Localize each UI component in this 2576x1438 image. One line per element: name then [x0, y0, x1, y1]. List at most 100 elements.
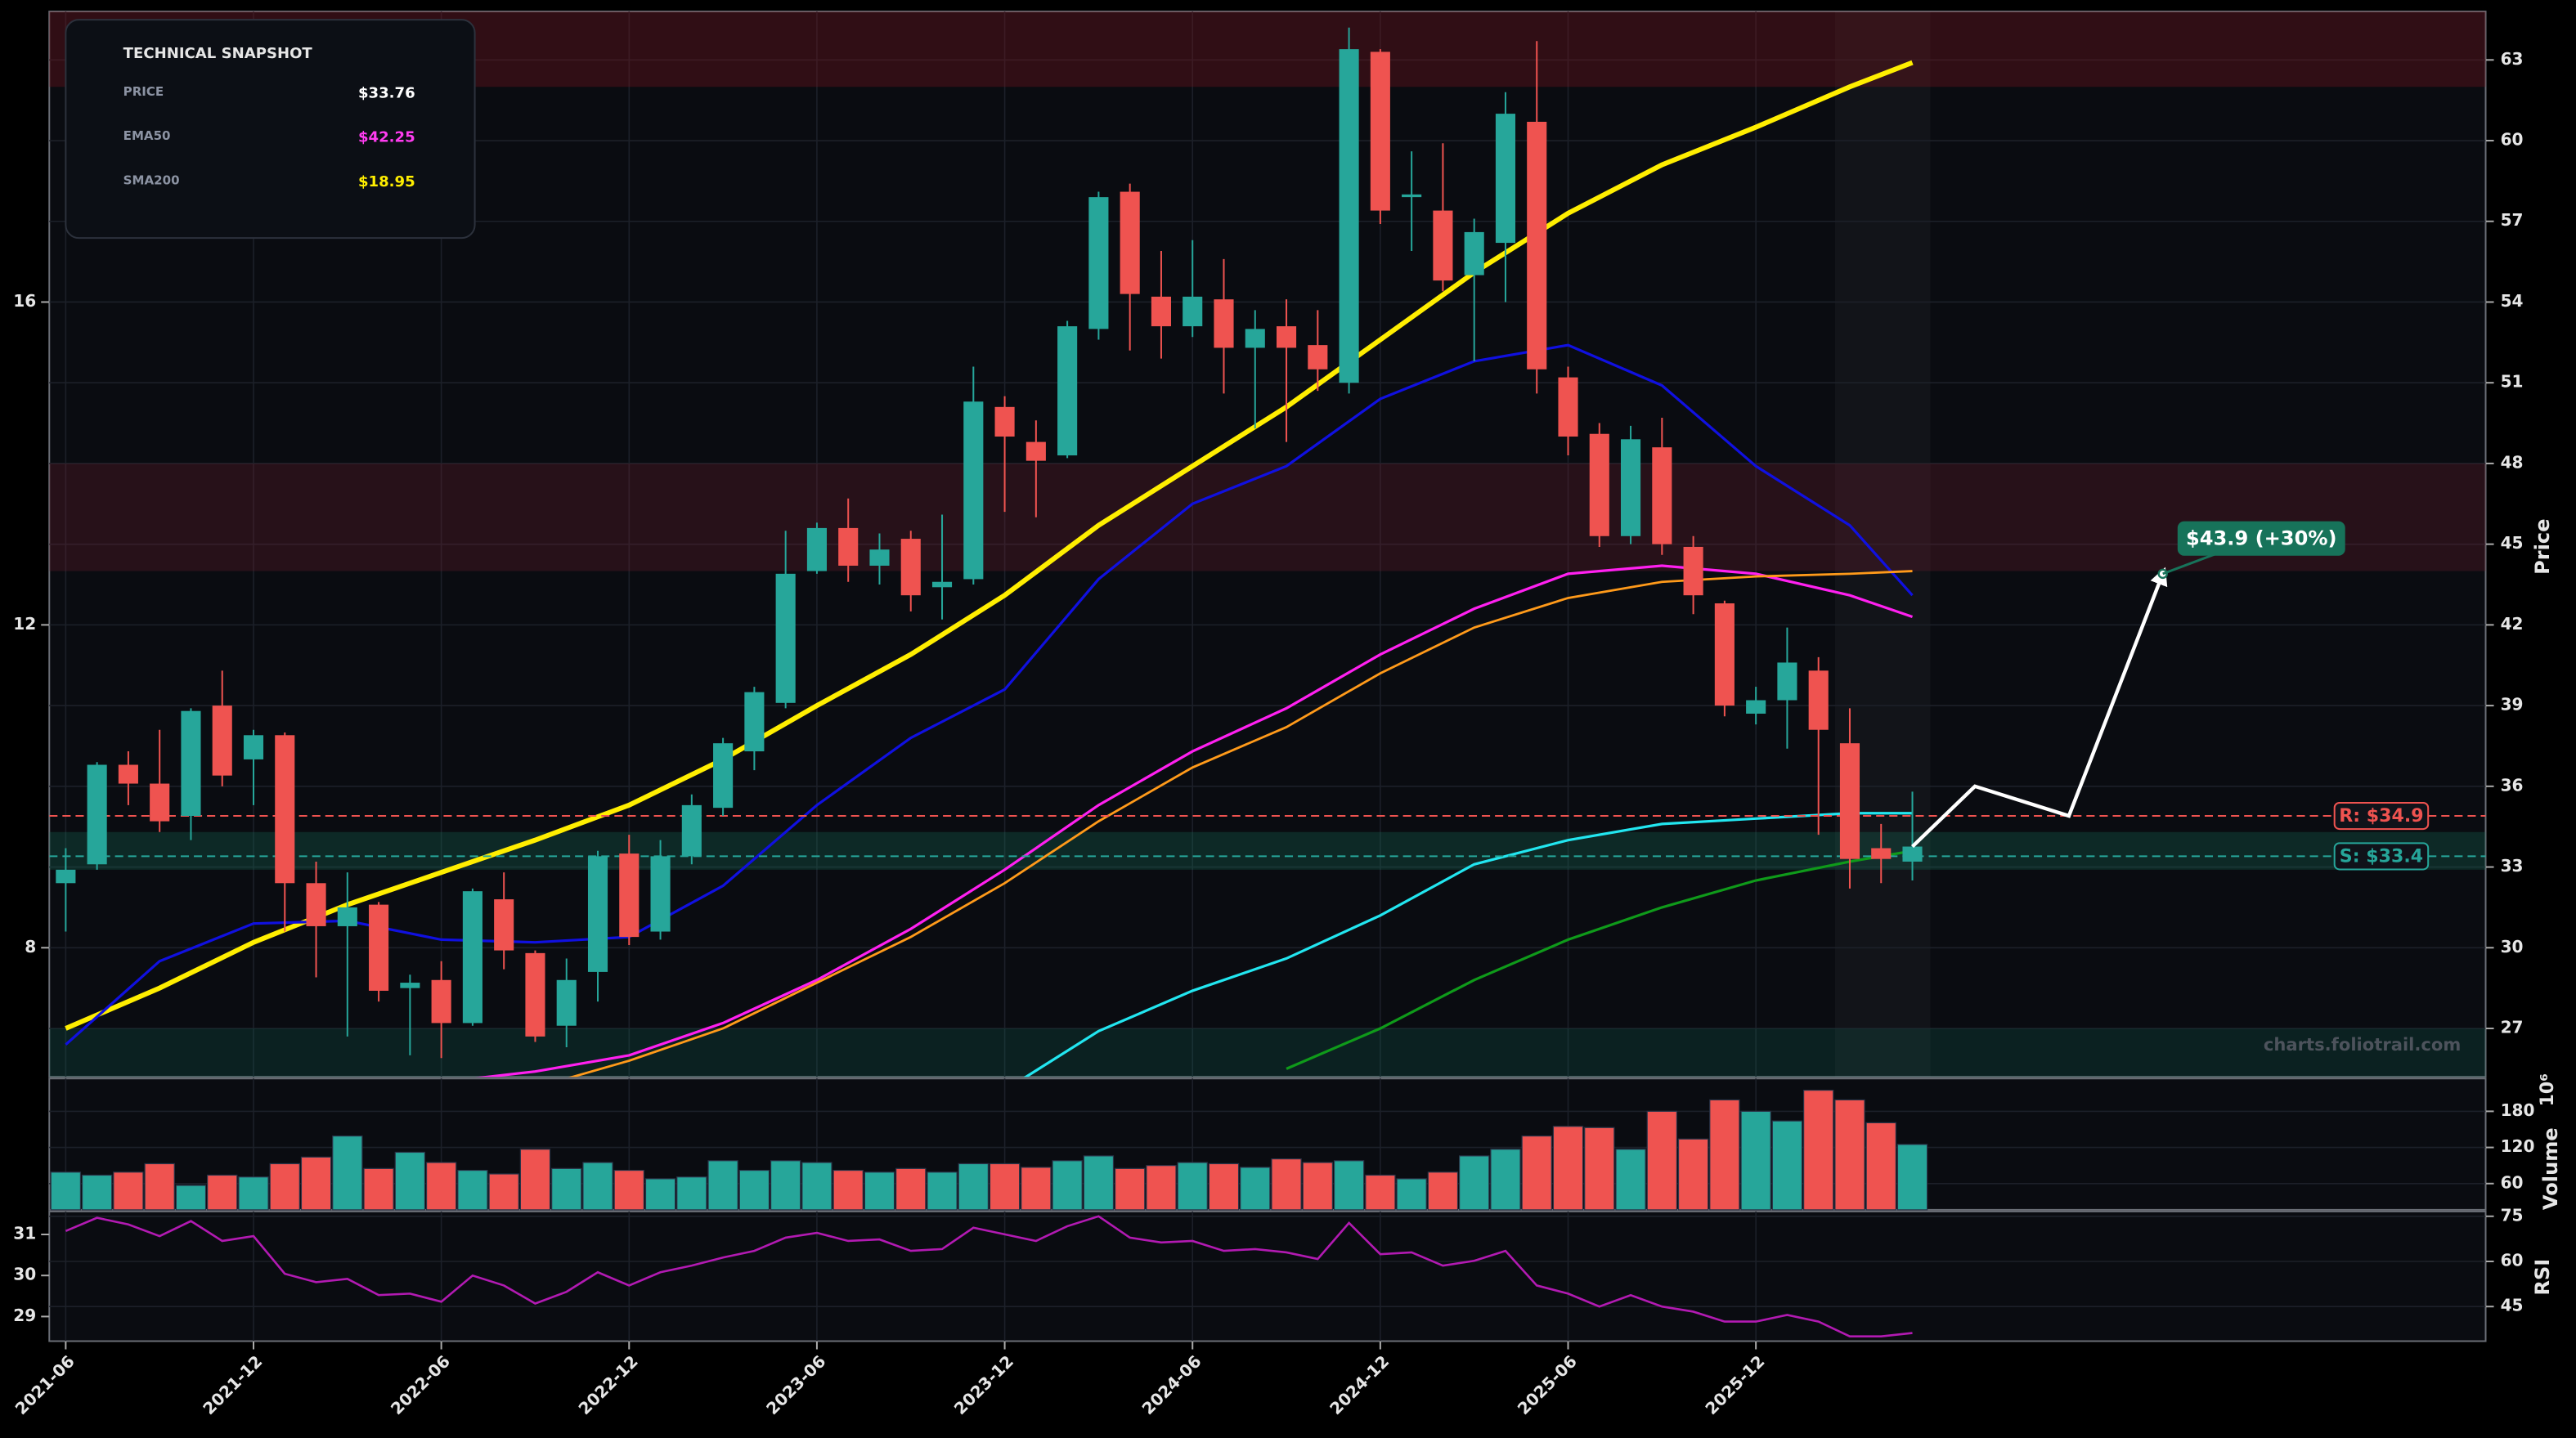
candle-body [1214, 299, 1234, 348]
volume-bar [644, 1178, 676, 1211]
candle-body [1025, 441, 1046, 461]
candle-body [1777, 662, 1797, 701]
candle-body [994, 406, 1015, 437]
level-label-box [2333, 801, 2430, 831]
moving-average-line [65, 60, 1914, 1031]
zone [49, 831, 2486, 870]
candle-body [1151, 296, 1172, 327]
volume-bar [1490, 1149, 1521, 1211]
y-tick-label: 45 [2501, 533, 2524, 553]
candle-body [1714, 603, 1735, 706]
volume-bar [1114, 1167, 1146, 1211]
volume-bar [676, 1176, 707, 1211]
y2-tick-label: 16 [13, 291, 36, 311]
y-tick-label: 75 [2501, 1205, 2524, 1225]
candle-body [650, 856, 671, 932]
volume-bar [770, 1160, 801, 1211]
level-label: R: $34.9 [2339, 805, 2423, 827]
candle-body [1683, 546, 1703, 596]
candle-body [1839, 743, 1860, 859]
volume-bar [1584, 1127, 1615, 1211]
volume-bar [457, 1169, 488, 1211]
snapshot-box: TECHNICAL SNAPSHOT PRICE $33.76 EMA50 $42.2… [65, 19, 476, 240]
volume-bar [113, 1171, 144, 1211]
volume-bar [1365, 1174, 1396, 1211]
volume-bar [1146, 1165, 1177, 1211]
volume-bar [1552, 1126, 1584, 1211]
y-tick-label: 42 [2501, 614, 2524, 634]
candle-body [713, 743, 734, 809]
candle-body [619, 853, 640, 938]
candle-body [1120, 191, 1140, 294]
volume-bar [1427, 1171, 1459, 1211]
candle-body [1276, 326, 1297, 348]
volume-bar [1521, 1135, 1552, 1211]
snapshot-title: TECHNICAL SNAPSHOT [123, 45, 313, 62]
volume-bar [394, 1151, 426, 1211]
snapshot-label: PRICE [123, 84, 164, 99]
volume-bar [81, 1174, 113, 1211]
volume-bar [707, 1160, 738, 1211]
target-point [2157, 568, 2168, 580]
candle-body [337, 907, 357, 926]
candle-body [1433, 210, 1453, 281]
candle-body [56, 869, 76, 884]
candle-body [243, 735, 264, 759]
volume-bar [613, 1169, 644, 1211]
y-tick-label: 120 [2501, 1136, 2535, 1156]
candle-body [775, 573, 796, 703]
y-axis-title: RSI [2531, 1259, 2554, 1296]
candle-body [1370, 52, 1390, 211]
candle-body [1589, 433, 1609, 536]
candle-body [1245, 329, 1265, 348]
candle-body [87, 764, 107, 865]
volume-bar [1771, 1120, 1803, 1211]
snapshot-value: $33.76 [358, 84, 415, 101]
volume-bar [1083, 1155, 1115, 1211]
y-tick-label: 30 [2501, 937, 2524, 956]
y2-tick-label: 30 [13, 1265, 36, 1284]
moving-average-line [1023, 812, 1913, 1077]
volume-bar [238, 1176, 269, 1211]
volume-bar [832, 1169, 864, 1211]
volume-bar [363, 1167, 394, 1211]
candle-body [400, 983, 420, 988]
candle-body [869, 549, 890, 566]
volume-bar [582, 1162, 613, 1211]
volume-bar [488, 1173, 519, 1211]
candle-body [744, 692, 765, 752]
candle-body [1808, 670, 1829, 730]
candle-body [1527, 121, 1547, 370]
volume-bar [1865, 1122, 1896, 1211]
snapshot-value: $18.95 [358, 173, 415, 190]
candle-body [1088, 197, 1109, 329]
y-tick-label: 57 [2501, 210, 2524, 230]
volume-bar [1302, 1162, 1334, 1211]
y-axis-title: Volume [2539, 1127, 2562, 1210]
volume-bar [1240, 1167, 1271, 1211]
snapshot-value: $42.25 [358, 129, 415, 146]
volume-bar [519, 1149, 551, 1211]
snapshot-label: SMA200 [123, 172, 180, 187]
volume-bar [895, 1167, 927, 1211]
watermark: charts.foliotrail.com [2264, 1034, 2461, 1055]
candle-body [1902, 846, 1923, 862]
volume-bar [551, 1167, 582, 1211]
candle-body [1464, 231, 1484, 276]
candle-body [431, 979, 451, 1024]
y-tick-label: 45 [2501, 1296, 2524, 1315]
zone [49, 1028, 2486, 1077]
y-tick-label: 39 [2501, 695, 2524, 715]
volume-bar [1709, 1099, 1740, 1211]
y-tick-label: 63 [2501, 49, 2524, 69]
y-tick-label: 54 [2501, 291, 2524, 311]
candle-body [1339, 49, 1359, 383]
candle-body [1871, 848, 1892, 859]
rsi-line [65, 1215, 1913, 1337]
moving-average-line [1286, 849, 1913, 1070]
volume-bar [1896, 1144, 1928, 1211]
candle-body [1652, 447, 1672, 544]
volume-bar [1052, 1160, 1083, 1211]
volume-bar [1333, 1160, 1365, 1211]
candle-body [275, 735, 295, 884]
